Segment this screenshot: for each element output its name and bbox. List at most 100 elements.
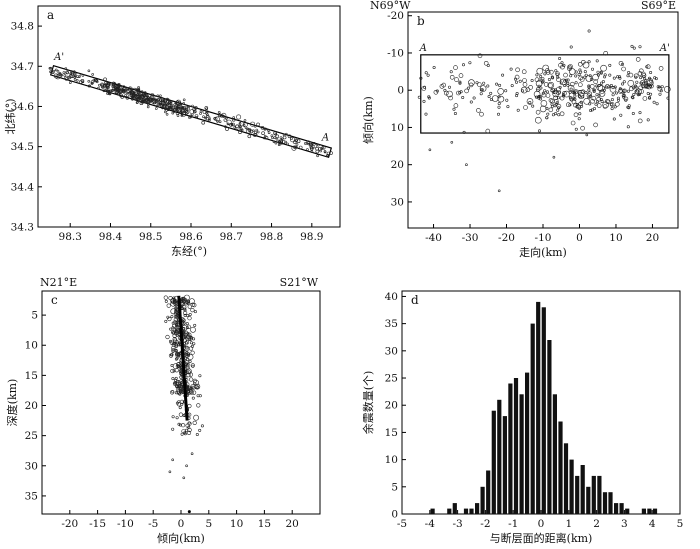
aftershock-point <box>239 121 245 127</box>
histogram-bar <box>547 340 552 514</box>
aftershock-point <box>627 71 631 75</box>
y-tick-label: -10 <box>387 47 404 59</box>
aftershock-point <box>587 60 591 64</box>
aftershock-point <box>163 295 168 300</box>
aftershock-point <box>646 92 650 96</box>
aftershock-point <box>574 70 578 74</box>
aftershock-point <box>479 88 483 92</box>
aftershock-point <box>595 93 599 97</box>
aftershock-point <box>580 125 585 131</box>
aftershock-point <box>578 68 582 72</box>
aftershock-point <box>528 85 533 90</box>
aftershock-point <box>277 140 281 143</box>
histogram-bar <box>647 508 652 514</box>
aftershock-point <box>596 84 604 91</box>
aftershock-point <box>157 100 163 106</box>
aftershock-point <box>183 313 187 317</box>
aftershock-point <box>170 297 177 304</box>
aftershock-point <box>284 140 288 144</box>
aftershock-point <box>491 95 499 102</box>
aftershock-point <box>279 136 283 139</box>
panel-b: A A' N69°W S69°E -40 -30 -20 -10 0 10 20 -20 -10 0 10 2… <box>361 0 679 259</box>
aftershock-point <box>544 68 550 73</box>
aftershock-point <box>461 96 465 100</box>
x-tick-label: 5 <box>677 518 684 530</box>
aftershock-point <box>165 334 170 340</box>
x-tick-label: 4 <box>649 518 656 530</box>
aftershock-point <box>176 364 180 368</box>
aftershock-point <box>303 142 307 145</box>
aftershock-point <box>267 131 271 134</box>
panel-d-bars <box>430 301 658 514</box>
aftershock-point <box>198 428 202 432</box>
aftershock-point <box>90 80 95 84</box>
aftershock-point <box>577 73 581 77</box>
aftershock-point <box>190 350 195 355</box>
x-tick-label: 98.4 <box>99 231 123 243</box>
aftershock-point <box>486 84 490 88</box>
aftershock-point <box>472 96 476 100</box>
x-tick-label: 0 <box>576 232 583 244</box>
histogram-bar <box>508 383 513 514</box>
annotation-a-prime: A' <box>659 43 670 54</box>
y-tick-label: 35 <box>25 490 38 502</box>
x-tick-label: 1 <box>565 518 572 530</box>
aftershock-point <box>569 81 575 87</box>
aftershock-point <box>528 101 532 105</box>
aftershock-point <box>543 82 549 87</box>
aftershock-point <box>320 147 323 150</box>
aftershock-point <box>521 69 527 74</box>
aftershock-point <box>514 80 518 84</box>
aftershock-point <box>616 98 620 102</box>
aftershock-point <box>173 110 176 113</box>
aftershock-point <box>557 90 561 94</box>
aftershock-point <box>563 84 567 88</box>
aftershock-point <box>208 118 211 122</box>
aftershock-point <box>250 121 256 127</box>
aftershock-point <box>208 117 211 121</box>
aftershock-point <box>95 80 99 84</box>
aftershock-point <box>569 45 573 49</box>
aftershock-point <box>188 116 191 119</box>
aftershock-point <box>497 95 505 103</box>
aftershock-point <box>103 84 107 89</box>
aftershock-point <box>90 82 94 85</box>
aftershock-point <box>326 151 331 156</box>
aftershock-point <box>642 81 646 85</box>
aftershock-point <box>173 103 177 106</box>
aftershock-point <box>482 81 486 85</box>
aftershock-point <box>125 96 130 100</box>
aftershock-point <box>534 116 542 124</box>
aftershock-point <box>570 120 576 126</box>
y-axis-label: 倾向(km) <box>361 96 375 144</box>
aftershock-point <box>168 101 172 104</box>
aftershock-point <box>54 68 58 72</box>
x-tick-label: 10 <box>230 518 243 530</box>
histogram-bar <box>519 394 524 514</box>
aftershock-point <box>155 107 158 110</box>
aftershock-point <box>169 339 173 343</box>
aftershock-point <box>504 89 508 93</box>
aftershock-point <box>204 106 209 110</box>
aftershock-point <box>171 348 176 353</box>
aftershock-point <box>449 70 453 74</box>
aftershock-point <box>657 86 663 92</box>
aftershock-point <box>610 103 614 107</box>
aftershock-point <box>583 98 591 105</box>
aftershock-point <box>585 133 589 137</box>
aftershock-point <box>578 94 582 98</box>
y-tick-label: 34.6 <box>11 101 35 113</box>
annotation-a: A <box>419 43 427 54</box>
x-tick-label: -1 <box>508 518 518 530</box>
aftershock-point <box>132 87 138 93</box>
aftershock-point <box>634 85 638 89</box>
aftershock-point <box>588 102 592 106</box>
aftershock-point <box>217 111 221 114</box>
aftershock-point <box>274 141 278 145</box>
histogram-bar <box>602 492 608 514</box>
x-tick-label: 98.3 <box>59 231 82 243</box>
aftershock-point <box>464 88 469 94</box>
aftershock-point <box>191 364 195 368</box>
histogram-bar <box>591 475 596 514</box>
aftershock-point <box>238 125 242 128</box>
